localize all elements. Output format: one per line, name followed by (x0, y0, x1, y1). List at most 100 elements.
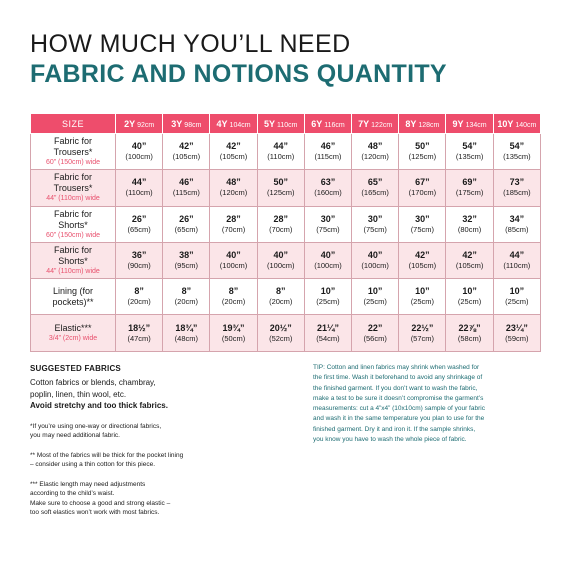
cell-value-cm: (50cm) (221, 333, 246, 343)
table-cell: 28” (70cm) (256, 205, 305, 243)
suggested-fabrics: SUGGESTED FABRICS Cotton fabrics or blen… (30, 363, 280, 518)
table-cell: 42” (105cm) (209, 132, 258, 171)
table-cell: 32” (80cm) (445, 205, 494, 243)
cell-value-inches: 18¾” (175, 322, 198, 333)
cell-value-cm: (25cm) (505, 297, 529, 307)
table-cell: 8” (20cm) (115, 278, 164, 316)
cell-value-cm: (57cm) (410, 333, 435, 343)
cell-value-inches: 10” (509, 286, 525, 297)
cell-value-inches: 44” (131, 177, 147, 188)
cell-value-cm: (54cm) (316, 333, 340, 343)
footnote-line: ** Most of the fabrics will be thick for… (30, 451, 184, 459)
cell-value-inches: 10” (367, 286, 383, 297)
table-cell: 18½” (47cm) (115, 314, 164, 352)
cell-value-cm: (75cm) (363, 224, 387, 234)
cell-value-cm: (58cm) (457, 333, 482, 343)
suggested-warning: Avoid stretchy and too thick fabrics. (30, 401, 168, 410)
table-cell: 46” (115cm) (303, 132, 353, 171)
table-cell: 20½” (52cm) (256, 314, 305, 352)
footnote: ** Most of the fabrics will be thick for… (30, 451, 280, 470)
size-header-10y: 10Y 140cm (492, 113, 542, 134)
cell-value-cm: (115cm) (172, 188, 200, 198)
tip-line: measurements: cut a 4”x4” (10x10cm) samp… (313, 405, 485, 413)
footnote-line: according to the child’s waist. (30, 490, 115, 497)
size-label: 6Y (311, 118, 323, 129)
cell-value-inches: 8” (134, 286, 144, 297)
table-cell: 22½” (57cm) (398, 314, 447, 352)
cell-value-cm: (100cm) (219, 261, 248, 271)
table-cell: 67” (170cm) (398, 169, 447, 207)
cell-value-inches: 34” (509, 213, 525, 224)
cell-value-inches: 30” (367, 213, 383, 224)
cell-value-inches: 10” (462, 286, 477, 297)
footnote: *If you’re using one-way or directional … (30, 422, 280, 441)
size-header-5y: 5Y 110cm (256, 113, 305, 134)
cell-value-cm: (25cm) (457, 297, 482, 307)
tip-line: the finished garment. If you don’t want … (313, 384, 478, 392)
tip-line: make a test to be sure it doesn’t compro… (313, 394, 484, 402)
table-cell: 18¾” (48cm) (162, 314, 211, 352)
cell-value-cm: (80cm) (457, 224, 482, 234)
table-cell: 65” (165cm) (351, 169, 400, 207)
row-width: 44” (110cm) wide (46, 268, 100, 276)
row-label-cell: Lining (for pockets)** (29, 278, 117, 316)
cell-value-cm: (65cm) (174, 224, 199, 234)
cell-value-cm: (110cm) (125, 188, 153, 198)
size-header-7y: 7Y 122cm (351, 113, 400, 134)
cell-value-inches: 38” (179, 250, 194, 261)
row-label: pockets)** (52, 296, 94, 307)
footnotes: *If you’re using one-way or directional … (30, 422, 280, 518)
cell-value-cm: (105cm) (172, 152, 201, 162)
table-cell: 19¾” (50cm) (209, 314, 258, 352)
row-label: Fabric for (54, 208, 93, 219)
size-cm: 92cm (137, 121, 155, 129)
tip-line: the first time. Wash it beforehand to av… (313, 374, 483, 382)
cell-value-cm: (125cm) (267, 188, 295, 198)
table-cell: 8” (20cm) (162, 278, 211, 316)
row-label: Fabric for (54, 136, 93, 147)
tip-line: TIP: Cotton and linen fabrics may shrink… (313, 364, 480, 371)
table-cell: 8” (20cm) (209, 278, 258, 316)
row-label: Trousers* (53, 147, 93, 158)
cell-value-cm: (20cm) (127, 297, 151, 307)
table-cell: 46” (115cm) (162, 169, 211, 207)
row-width: 60” (150cm) wide (45, 159, 101, 167)
footnote-line: Make sure to choose a good and strong el… (30, 499, 171, 507)
table-cell: 34” (85cm) (492, 205, 542, 243)
tip-line: and wash it in the same temperature you … (313, 415, 485, 423)
cell-value-inches: 18½” (128, 322, 151, 333)
cell-value-inches: 30” (320, 213, 336, 224)
cell-value-inches: 42” (179, 141, 194, 152)
row-label-cell: Fabric for Shorts* 44” (110cm) wide (29, 241, 117, 280)
size-label: 2Y (124, 118, 136, 129)
suggested-fabrics-body: Cotton fabrics or blends, chambray, popl… (30, 377, 280, 400)
table-cell: 26” (65cm) (162, 205, 211, 243)
cell-value-inches: 40” (367, 250, 383, 261)
cell-value-cm: (135cm) (503, 152, 531, 162)
cell-value-inches: 40” (320, 250, 336, 261)
table-cell: 10” (25cm) (492, 278, 542, 316)
cell-value-inches: 48” (226, 177, 241, 188)
cell-value-cm: (110cm) (503, 261, 531, 271)
cell-value-inches: 69” (462, 177, 477, 188)
row-label-cell: Fabric for Shorts* 60” (150cm) wide (29, 205, 117, 243)
cell-value-inches: 10” (415, 286, 430, 297)
cell-value-cm: (135cm) (455, 152, 484, 162)
size-label: 3Y (171, 118, 183, 129)
cell-value-cm: (115cm) (314, 152, 342, 162)
table-cell: 40” (100cm) (351, 241, 400, 280)
cell-value-cm: (56cm) (363, 333, 387, 343)
size-header-3y: 3Y 98cm (162, 113, 211, 134)
size-cm: 122cm (371, 121, 393, 129)
row-label-cell: Fabric for Trousers* 60” (150cm) wide (29, 132, 117, 171)
table-cell: 48” (120cm) (209, 169, 258, 207)
table-cell: 23¼” (59cm) (492, 314, 542, 352)
size-label: 4Y (216, 118, 228, 129)
row-label: Fabric for (54, 172, 93, 183)
cell-value-cm: (160cm) (314, 188, 342, 198)
cell-value-inches: 67” (415, 177, 430, 188)
header-row: SIZE 2Y 92cm 3Y 98cm 4Y 104cm 5Y 110cm 6Y 116cm 7Y… (29, 113, 542, 134)
cell-value-cm: (20cm) (174, 297, 199, 307)
cell-value-cm: (47cm) (127, 333, 151, 343)
cell-value-inches: 10” (320, 286, 336, 297)
